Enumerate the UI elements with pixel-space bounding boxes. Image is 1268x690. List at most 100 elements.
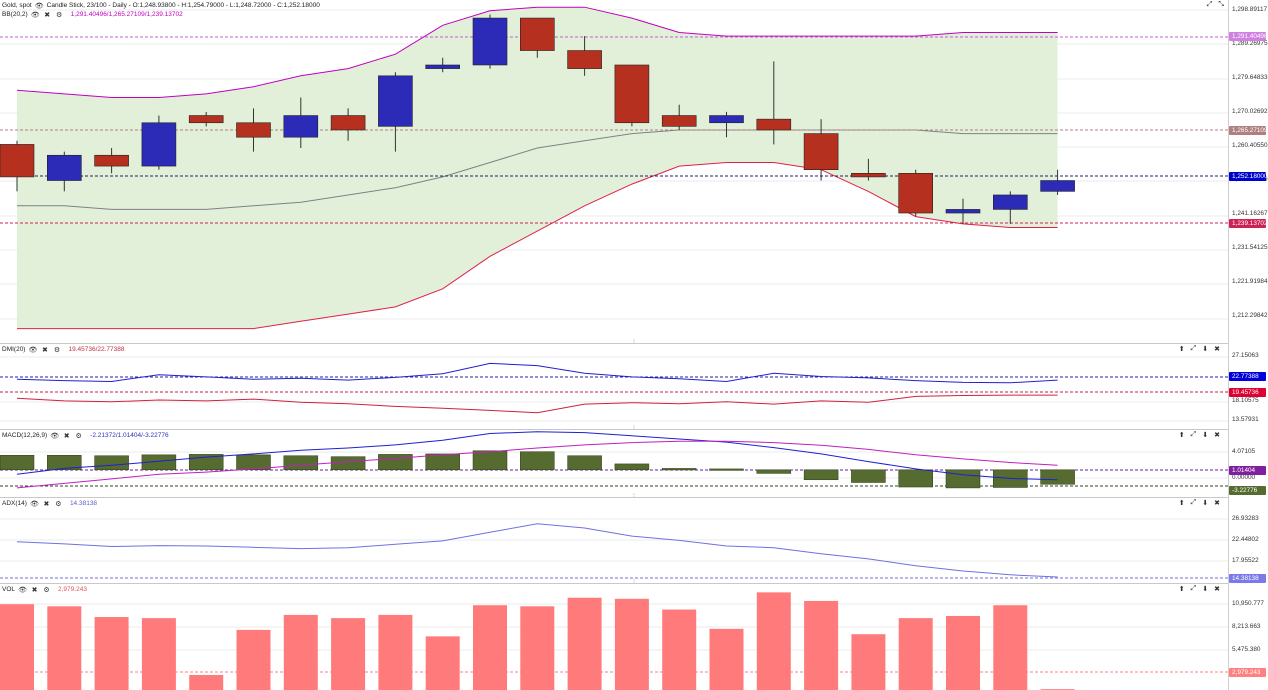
dmi-pane[interactable]: DMI(20) 👁 ✖ ⚙ 19.45736/22.77388 ⬆ ⤢ ⬇ ✖ …: [0, 343, 1268, 429]
price-pane[interactable]: Gold, spot 👁 Candle Stick, 23/100 - Dail…: [0, 0, 1268, 343]
macd-histogram-bar: [567, 455, 602, 471]
vol-tick: 8,213.663: [1232, 623, 1261, 630]
adx-axis[interactable]: [1228, 497, 1268, 583]
move-down-icon[interactable]: ⬇: [1202, 586, 1209, 593]
price-axis[interactable]: [1228, 0, 1268, 343]
close-icon[interactable]: ✖: [42, 346, 48, 354]
volume-bar: [804, 600, 839, 690]
eye-icon[interactable]: 👁: [34, 2, 44, 10]
vol-pane-controls: ⬆ ⤢ ⬇ ✖: [1179, 585, 1220, 595]
macd-histogram-bar: [330, 456, 366, 471]
macd-pane[interactable]: MACD(12,26,9) 👁 ✖ ⚙ -2.21372/1.01404/-3.…: [0, 429, 1268, 497]
candle-body: [46, 154, 82, 181]
adx-line: [16, 523, 1058, 578]
gear-icon[interactable]: ⚙: [43, 586, 50, 594]
bb-lower-line: [17, 162, 1058, 330]
move-down-icon[interactable]: ⬇: [1202, 432, 1209, 439]
move-up-icon[interactable]: ⬆: [1178, 432, 1185, 439]
plus-di-tag: 22.77388: [1229, 372, 1266, 381]
macd-histogram-bar: [1040, 469, 1075, 485]
candle-body: [472, 17, 508, 66]
macd-histogram-bar: [851, 469, 886, 483]
gear-icon[interactable]: ⚙: [55, 500, 62, 508]
close-price-tag: 1,252.18000: [1229, 172, 1268, 181]
expand-icon[interactable]: ⤢: [1190, 431, 1197, 438]
macd-axis[interactable]: [1228, 429, 1268, 497]
plus-di-line: [16, 362, 1058, 384]
adx-pane[interactable]: ADX(14) 👁 ✖ ⚙ 14.38138 ⬆ ⤢ ⬇ ✖ 26.93283 …: [0, 497, 1268, 583]
expand-icon[interactable]: ⤢: [1206, 1, 1213, 8]
move-down-icon[interactable]: ⬇: [1202, 346, 1209, 353]
eye-icon[interactable]: 👁: [29, 500, 39, 508]
price-chart[interactable]: [0, 0, 1228, 343]
candle-body: [188, 115, 224, 124]
candle-body: [378, 75, 413, 127]
expand-icon[interactable]: ⤢: [1190, 585, 1197, 592]
adx-tick: 17.95522: [1232, 557, 1259, 564]
macd-line: [16, 431, 1058, 481]
gear-icon[interactable]: ⚙: [53, 346, 61, 354]
macd-histogram-bar: [661, 468, 697, 471]
move-up-icon[interactable]: ⬆: [1178, 346, 1185, 353]
close-icon[interactable]: ✖: [1214, 586, 1220, 593]
close-icon[interactable]: ✖: [44, 11, 51, 19]
macd-chart[interactable]: [0, 429, 1228, 497]
close-icon[interactable]: ✖: [63, 432, 70, 440]
bb-upper-tag: 1,291.40496: [1229, 32, 1268, 41]
candle-body: [803, 133, 839, 170]
expand-icon[interactable]: ⤢: [1190, 499, 1197, 506]
volume-axis[interactable]: [1228, 583, 1268, 690]
macd-tick: 0.00000: [1232, 474, 1256, 481]
bb-label: BB(20,2): [2, 11, 28, 18]
eye-icon[interactable]: 👁: [18, 586, 27, 594]
dmi-chart[interactable]: [0, 343, 1228, 429]
volume-pane[interactable]: VOL 👁 ✖ ⚙ 2,979.243 ⬆ ⤢ ⬇ ✖ 10,950.777 8…: [0, 583, 1268, 690]
macd-hist-tag: -3.22776: [1229, 486, 1266, 495]
volume-bar: [520, 606, 555, 690]
macd-legend: MACD(12,26,9) 👁 ✖ ⚙ -2.21372/1.01404/-3.…: [2, 431, 169, 441]
candle-body: [1040, 180, 1075, 192]
vol-tag: 2,979.243: [1229, 668, 1266, 677]
minus-di-tag: 19.45736: [1229, 388, 1266, 397]
dmi-axis[interactable]: [1228, 343, 1268, 429]
move-down-icon[interactable]: ⬇: [1202, 500, 1209, 507]
close-icon[interactable]: ✖: [1214, 500, 1220, 507]
eye-icon[interactable]: 👁: [28, 346, 38, 354]
vol-legend: VOL 👁 ✖ ⚙ 2,979.243: [2, 585, 87, 595]
minus-di-line: [16, 394, 1058, 414]
dmi-values: 19.45736/22.77388: [68, 346, 125, 353]
adx-chart[interactable]: [0, 497, 1228, 583]
close-icon[interactable]: ✖: [43, 500, 50, 508]
vol-label: VOL: [2, 586, 16, 593]
macd-signal-line: [16, 440, 1058, 489]
close-icon[interactable]: ✖: [1214, 432, 1220, 439]
dmi-pane-controls: ⬆ ⤢ ⬇ ✖: [1179, 345, 1220, 355]
volume-bar: [898, 618, 933, 690]
adx-label: ADX(14): [2, 500, 27, 507]
price-tick: 1,270.02692: [1232, 108, 1268, 115]
macd-signal-tag: 1.01404: [1229, 466, 1266, 475]
gear-icon[interactable]: ⚙: [56, 11, 63, 19]
macd-tick: 4.07105: [1232, 448, 1256, 455]
expand-icon[interactable]: ⤢: [1190, 345, 1197, 352]
macd-histogram-bar: [803, 469, 839, 481]
dmi-tick: 13.57931: [1232, 416, 1259, 423]
candle-body: [614, 64, 650, 124]
adx-legend: ADX(14) 👁 ✖ ⚙ 14.38138: [2, 499, 97, 509]
eye-icon[interactable]: 👁: [50, 432, 60, 440]
gear-icon[interactable]: ⚙: [75, 432, 82, 440]
volume-bar: [614, 598, 649, 690]
price-tick: 1,298.89117: [1232, 6, 1268, 13]
close-icon[interactable]: ✖: [31, 586, 38, 594]
bb-mid-line: [17, 129, 1058, 210]
eye-icon[interactable]: 👁: [30, 11, 40, 19]
close-icon[interactable]: ✖: [1214, 346, 1220, 353]
candle-body: [425, 64, 461, 69]
maximize-icon[interactable]: ⤡: [1218, 1, 1224, 8]
bb-mid-tag: 1,265.27109: [1229, 126, 1268, 135]
move-up-icon[interactable]: ⬆: [1178, 500, 1185, 507]
macd-histogram-bar: [945, 469, 981, 489]
move-up-icon[interactable]: ⬆: [1178, 586, 1185, 593]
dmi-legend: DMI(20) 👁 ✖ ⚙ 19.45736/22.77388: [2, 345, 125, 355]
volume-chart[interactable]: [0, 583, 1228, 690]
